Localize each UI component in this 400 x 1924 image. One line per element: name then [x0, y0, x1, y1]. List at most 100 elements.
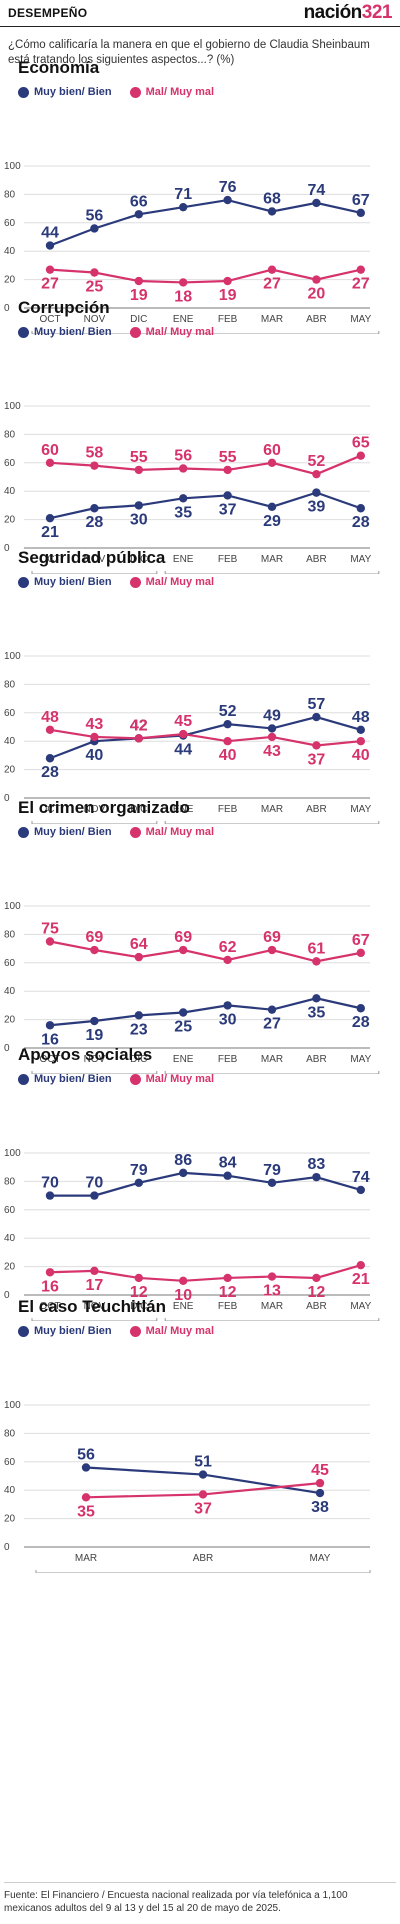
data-point-negative	[312, 741, 321, 750]
y-tick-label: 20	[4, 1015, 16, 1026]
data-label-positive: 28	[41, 764, 59, 781]
data-point-positive	[90, 1191, 99, 1200]
data-label-positive: 28	[86, 514, 104, 531]
x-tick-label: DIC	[130, 554, 147, 565]
data-label-negative: 19	[219, 287, 237, 304]
data-point-positive	[312, 488, 321, 497]
series-line-negative	[49, 454, 362, 476]
data-label-negative: 52	[308, 453, 326, 470]
x-tick-label: MAY	[350, 804, 371, 815]
data-point-negative	[267, 458, 277, 467]
data-label-negative: 40	[352, 747, 370, 764]
data-label-negative: 13	[263, 1283, 281, 1300]
y-tick-label: 20	[4, 765, 16, 776]
data-point-negative	[312, 469, 321, 479]
data-label-positive: 74	[308, 182, 326, 199]
x-tick-label: ABR	[306, 804, 327, 815]
y-tick-label: 0	[4, 303, 10, 314]
data-label-negative: 16	[41, 1278, 59, 1295]
data-point-positive	[198, 1470, 208, 1479]
data-point-positive	[223, 491, 232, 500]
data-point-positive	[267, 1005, 277, 1014]
data-point-negative	[134, 952, 143, 962]
x-tick-label: OCT	[39, 554, 60, 565]
data-point-positive	[267, 1178, 277, 1188]
data-point-negative	[134, 1273, 143, 1283]
data-point-positive	[179, 494, 188, 503]
data-point-negative	[312, 275, 321, 284]
data-label-negative: 67	[352, 932, 370, 949]
line-chart: 020406080100OCTNOVDICENEFEBMARABRMAY2024…	[4, 401, 380, 574]
data-label-positive: 70	[86, 1175, 104, 1192]
x-tick-label: MAR	[261, 1054, 283, 1065]
data-label-positive: 27	[263, 1016, 281, 1033]
data-label-negative: 69	[86, 929, 104, 946]
x-tick-label: NOV	[84, 1054, 106, 1065]
data-point-negative	[179, 278, 188, 287]
data-point-positive	[134, 1178, 143, 1188]
y-tick-label: 80	[4, 929, 16, 940]
data-point-negative	[45, 458, 55, 467]
data-label-negative: 58	[86, 445, 104, 462]
data-label-negative: 17	[86, 1277, 104, 1294]
y-tick-label: 20	[4, 515, 16, 526]
y-tick-label: 0	[4, 1043, 10, 1054]
data-label-positive: 83	[308, 1156, 326, 1173]
data-label-negative: 60	[263, 442, 281, 459]
data-label-positive: 66	[130, 193, 148, 210]
data-point-negative	[223, 737, 232, 746]
data-label-negative: 43	[86, 716, 104, 733]
data-label-positive: 51	[194, 1454, 212, 1471]
data-label-negative: 48	[41, 709, 59, 726]
data-label-positive: 35	[174, 504, 192, 521]
y-tick-label: 0	[4, 543, 10, 554]
chart-title: Economía	[18, 58, 100, 77]
x-tick-label: FEB	[218, 804, 238, 815]
y-tick-label: 100	[4, 401, 21, 412]
y-tick-label: 60	[4, 708, 16, 719]
data-point-positive	[90, 1016, 99, 1026]
y-tick-label: 100	[4, 1400, 21, 1411]
section-tag: DESEMPEÑO	[8, 6, 88, 20]
x-tick-label: ABR	[193, 1553, 214, 1564]
legend-label: Mal/ Muy mal	[145, 326, 215, 338]
data-point-negative	[356, 1260, 365, 1270]
data-point-positive	[223, 1171, 232, 1180]
legend-marker	[129, 1325, 141, 1337]
data-point-positive	[312, 198, 321, 208]
x-tick-label: MAY	[350, 554, 371, 565]
chart-panel: El caso Teuchitlán Muy bien/ Bien Mal/ Muy…	[0, 1297, 400, 1573]
data-label-negative: 37	[194, 1500, 212, 1517]
data-label-negative: 12	[219, 1284, 237, 1301]
chart-title: Seguridad pública	[18, 548, 166, 567]
legend-item-positive: Muy bien/ Bien	[18, 1073, 112, 1085]
series-line-negative	[49, 1264, 362, 1282]
legend-item-negative: Mal/ Muy mal	[129, 86, 214, 98]
legend-marker	[129, 86, 141, 98]
data-label-positive: 35	[308, 1004, 326, 1021]
legend-marker	[129, 1073, 141, 1085]
y-tick-label: 40	[4, 486, 16, 497]
data-point-negative	[90, 732, 99, 742]
data-point-positive	[90, 504, 99, 513]
y-tick-label: 60	[4, 1457, 16, 1468]
x-tick-label: FEB	[218, 554, 238, 565]
data-label-positive: 25	[174, 1019, 192, 1036]
data-label-positive: 70	[41, 1175, 59, 1192]
legend-marker	[18, 826, 29, 838]
x-tick-label: ABR	[306, 314, 327, 325]
x-tick-label: NOV	[84, 314, 106, 325]
data-point-negative	[45, 937, 55, 946]
data-label-positive: 74	[352, 1169, 370, 1186]
data-label-negative: 40	[219, 747, 237, 764]
data-label-positive: 84	[219, 1155, 237, 1172]
x-tick-label: OCT	[39, 1054, 60, 1065]
top-bar: DESEMPEÑO nación321	[0, 0, 400, 27]
y-tick-label: 40	[4, 246, 16, 257]
chart-title: Corrupción	[18, 298, 110, 317]
data-point-positive	[267, 724, 277, 733]
chart-panel: Corrupción Muy bien/ Bien Mal/ Muy mal 0 20 4…	[0, 298, 400, 574]
legend-marker	[18, 1325, 29, 1337]
x-tick-label: OCT	[39, 804, 60, 815]
x-tick-label: MAR	[75, 1553, 97, 1564]
